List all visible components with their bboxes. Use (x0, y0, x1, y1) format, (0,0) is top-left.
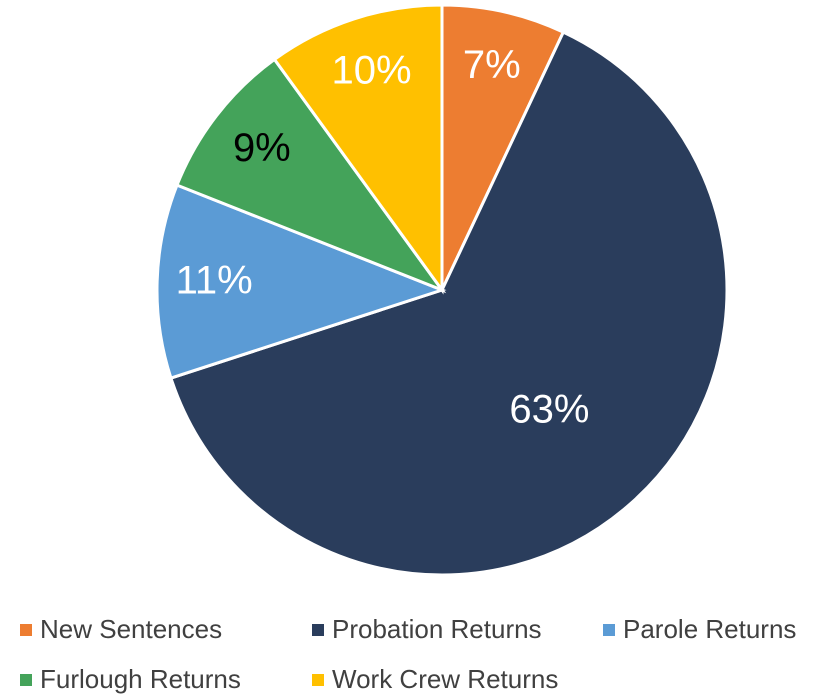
legend-swatch (20, 674, 32, 686)
legend-swatch (603, 624, 615, 636)
legend-label: Parole Returns (623, 614, 796, 644)
data-label: 11% (176, 258, 253, 302)
legend-label: Furlough Returns (40, 664, 241, 694)
pie-slice (440, 3, 566, 291)
legend-swatch (312, 674, 324, 686)
pie-slice (155, 183, 447, 380)
legend-label: New Sentences (40, 614, 222, 644)
pie-slice (272, 3, 444, 295)
legend-swatch (312, 624, 324, 636)
legend-swatch (20, 624, 32, 636)
legend-label: Probation Returns (332, 614, 542, 644)
legend-label: Work Crew Returns (332, 664, 558, 694)
data-label: 7% (463, 43, 521, 87)
pie-slice (169, 30, 729, 577)
data-label: 63% (509, 387, 589, 431)
data-label: 10% (332, 49, 412, 93)
pie-slice (175, 57, 447, 294)
data-label: 9% (233, 126, 291, 170)
